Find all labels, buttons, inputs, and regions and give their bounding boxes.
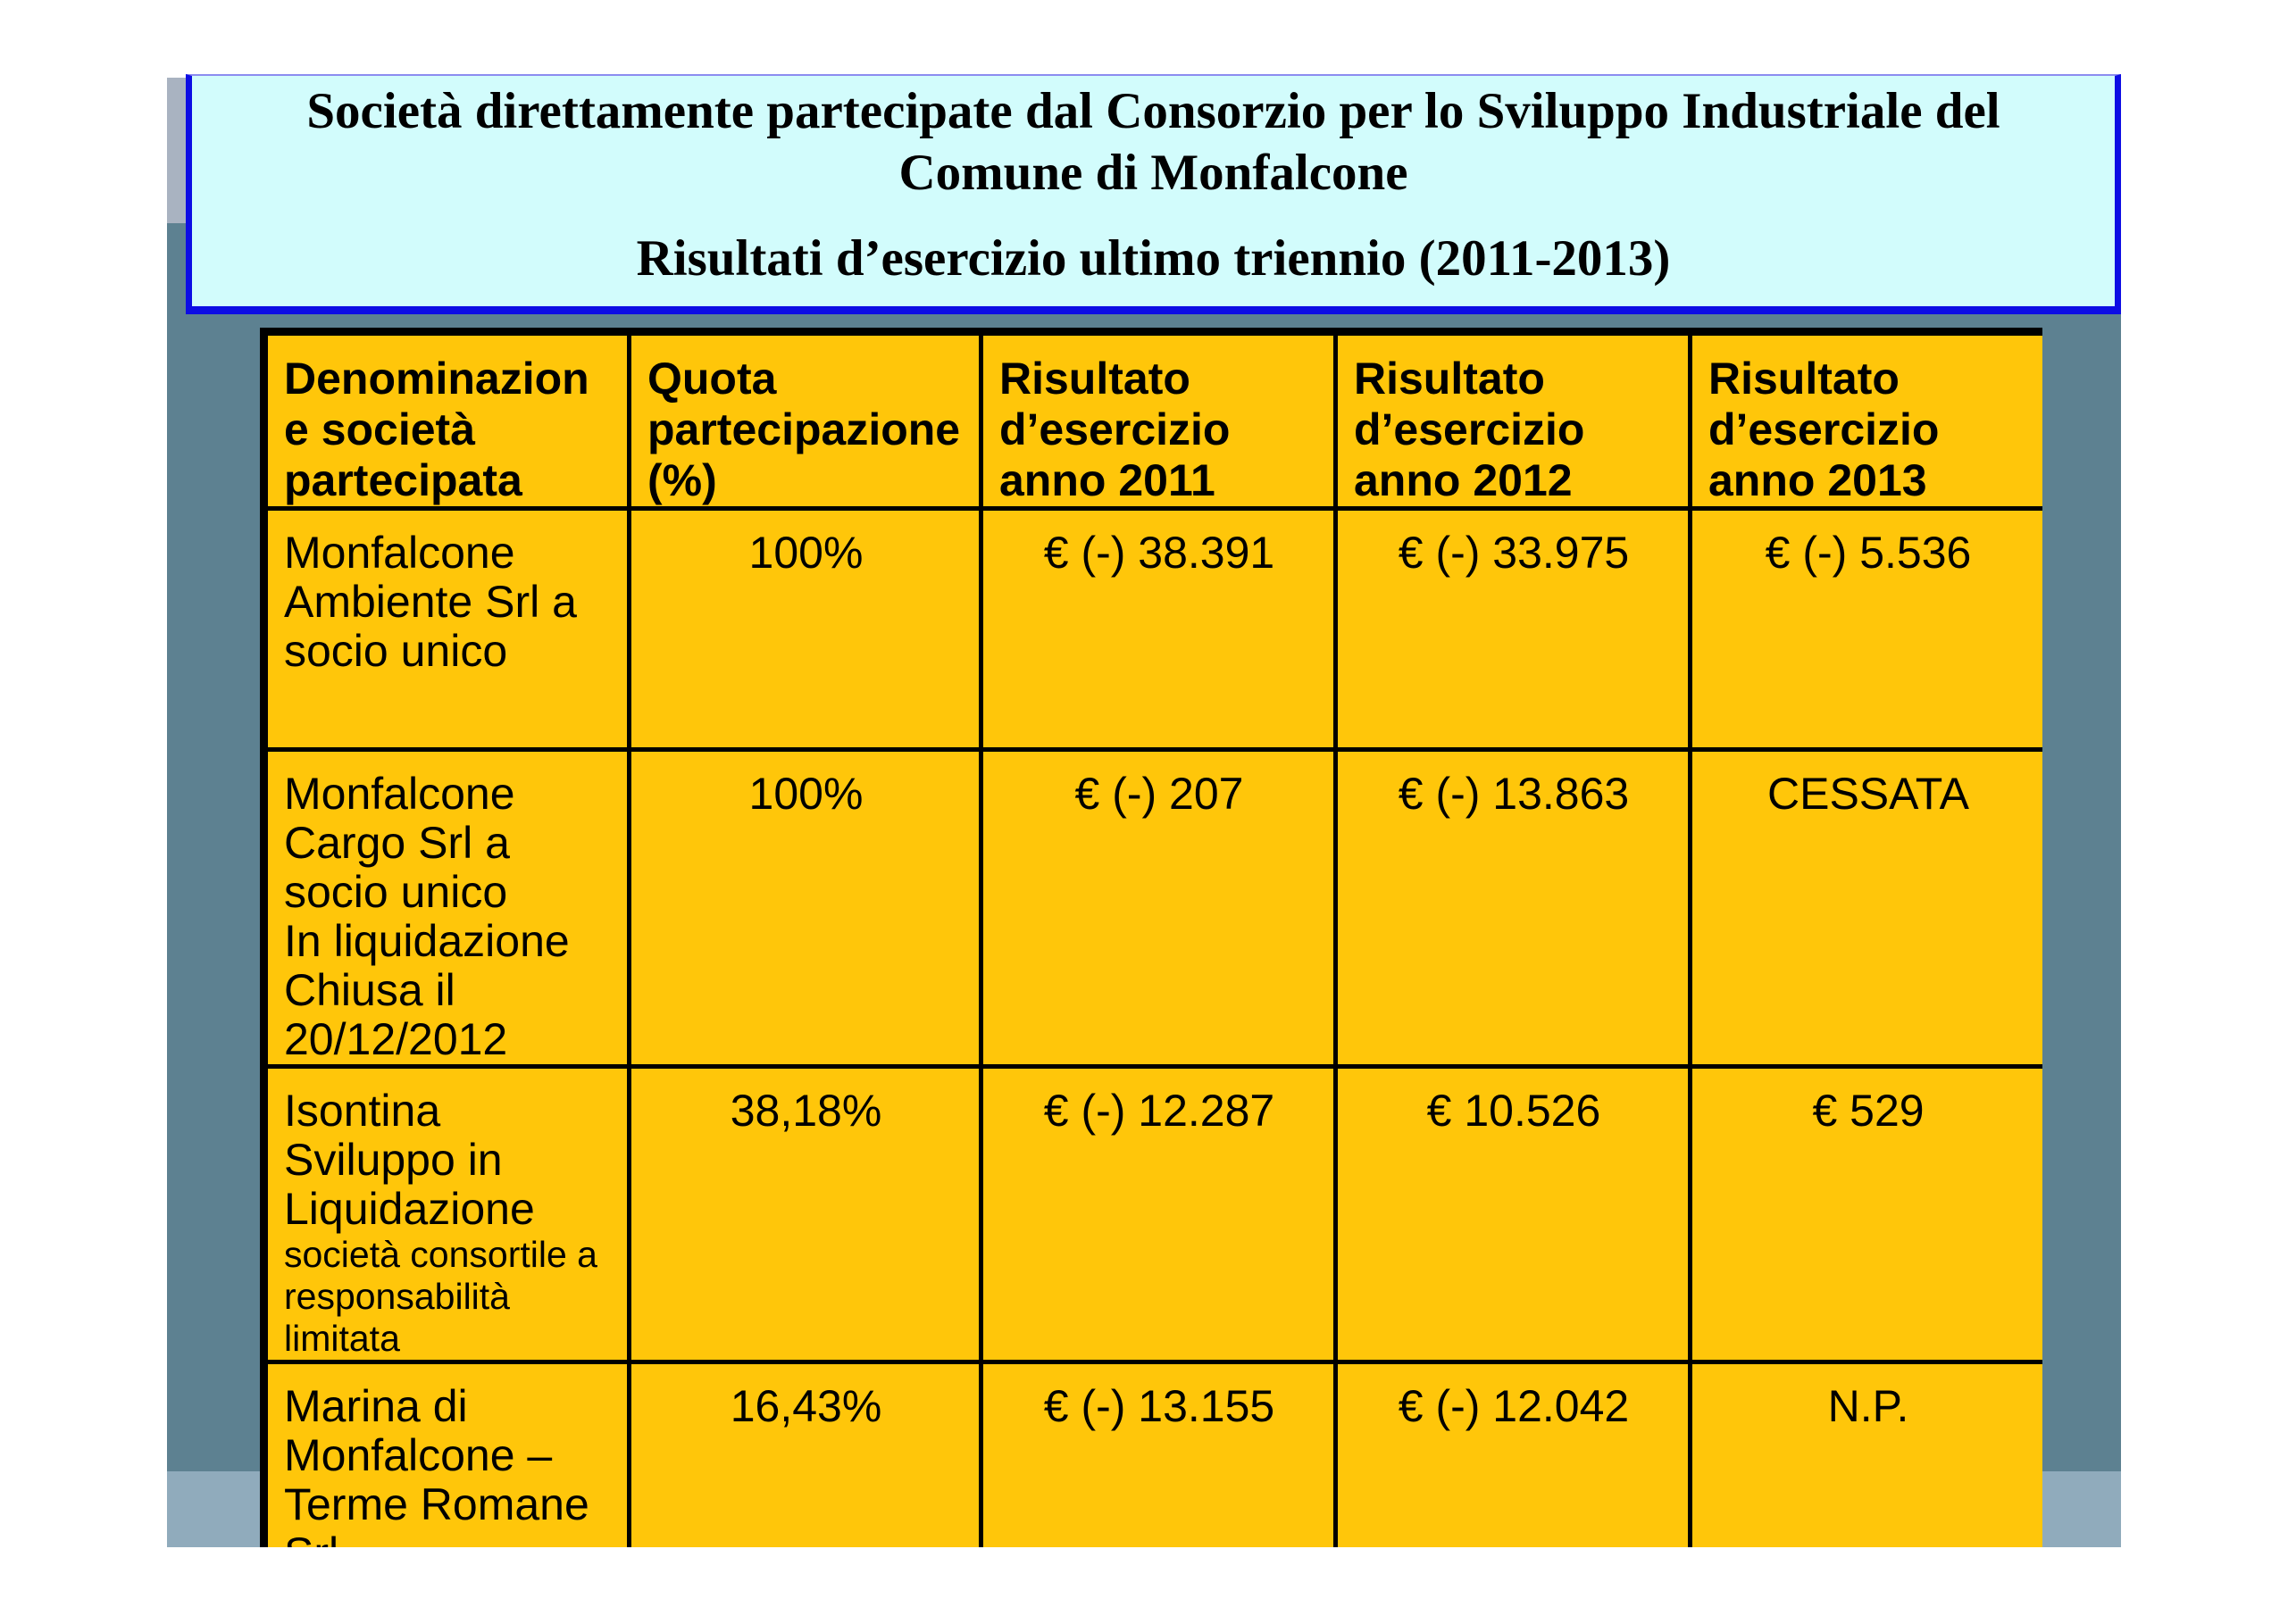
cell-result-2012: € (-) 13.863: [1333, 747, 1692, 1069]
cell-result-2011: € (-) 13.155: [979, 1360, 1338, 1547]
table-header-row: Denominazion e società partecipata Quota…: [262, 329, 2042, 511]
cell-result-2013: CESSATA: [1688, 747, 2042, 1069]
table-row: Monfalcone Ambiente Srl a socio unico 10…: [262, 506, 2042, 752]
cell-company-name: Marina di Monfalcone – Terme Romane Srl: [262, 1360, 631, 1548]
slide-subtitle: Risultati d’esercizio ultimo triennio (2…: [636, 230, 1671, 287]
cell-result-2011: € (-) 38.391: [979, 506, 1338, 752]
table-row: Isontina Sviluppo in Liquidazione societ…: [262, 1064, 2042, 1364]
cell-quota: 38,18%: [627, 1064, 983, 1364]
company-name-text: Marina di Monfalcone – Terme Romane Srl: [284, 1381, 589, 1548]
cell-result-2011: € (-) 207: [979, 747, 1338, 1069]
cell-quota: 16,43%: [627, 1360, 983, 1547]
cell-result-2012: € 10.526: [1333, 1064, 1692, 1364]
cell-result-2013: N.P.: [1688, 1360, 2042, 1547]
cell-company-name: Monfalcone Ambiente Srl a socio unico: [262, 506, 631, 752]
header-risultato-2012: Risultato d’esercizio anno 2012: [1333, 329, 1692, 511]
header-denominazione: Denominazion e società partecipata: [262, 329, 631, 511]
cell-quota: 100%: [627, 747, 983, 1069]
bottom-left-accent-square: [167, 1471, 260, 1547]
company-name-note: società consortile a responsabilità limi…: [284, 1234, 597, 1359]
company-name-text: Isontina Sviluppo in Liquidazione: [284, 1086, 535, 1234]
participations-table: Denominazion e società partecipata Quota…: [260, 328, 2042, 1547]
header-risultato-2011: Risultato d’esercizio anno 2011: [979, 329, 1338, 511]
header-quota: Quota partecipazione (%): [627, 329, 983, 511]
cell-result-2013: € 529: [1688, 1064, 2042, 1364]
cell-quota: 100%: [627, 506, 983, 752]
header-risultato-2013: Risultato d’esercizio anno 2013: [1688, 329, 2042, 511]
bottom-right-accent-square: [2042, 1471, 2121, 1547]
cell-result-2013: € (-) 5.536: [1688, 506, 2042, 752]
cell-company-name: Monfalcone Cargo Srl a socio unico In li…: [262, 747, 631, 1069]
table-row: Marina di Monfalcone – Terme Romane Srl …: [262, 1360, 2042, 1548]
left-accent-bar: [167, 78, 186, 223]
cell-result-2011: € (-) 12.287: [979, 1064, 1338, 1364]
company-name-text: Monfalcone Ambiente Srl a socio unico: [284, 528, 577, 676]
cell-result-2012: € (-) 12.042: [1333, 1360, 1692, 1547]
title-box: Società direttamente partecipate dal Con…: [186, 74, 2121, 314]
cell-result-2012: € (-) 33.975: [1333, 506, 1692, 752]
slide-title: Società direttamente partecipate dal Con…: [306, 83, 2000, 201]
company-name-text: Monfalcone Cargo Srl a socio unico In li…: [284, 769, 570, 1064]
participations-table-container: Denominazion e società partecipata Quota…: [260, 328, 2042, 1547]
cell-company-name: Isontina Sviluppo in Liquidazione societ…: [262, 1064, 631, 1364]
table-row: Monfalcone Cargo Srl a socio unico In li…: [262, 747, 2042, 1069]
